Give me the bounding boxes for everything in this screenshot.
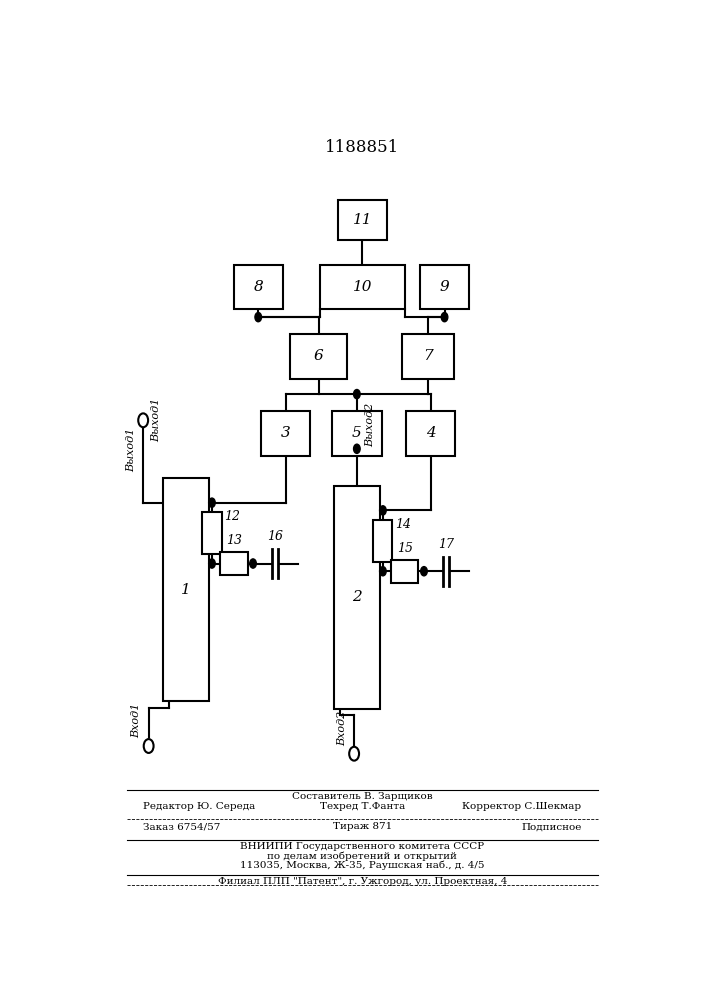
Circle shape (354, 389, 360, 399)
Text: 2: 2 (352, 590, 362, 604)
Bar (407, 411, 455, 456)
Circle shape (380, 506, 386, 515)
Bar (391, 560, 419, 583)
Bar (261, 411, 310, 456)
Circle shape (441, 312, 448, 322)
Text: 113035, Москва, Ж-35, Раушская наб., д. 4/5: 113035, Москва, Ж-35, Раушская наб., д. … (240, 861, 484, 870)
Text: ВНИИПИ Государственного комитета СССР: ВНИИПИ Государственного комитета СССР (240, 842, 484, 851)
Bar (332, 411, 382, 456)
Circle shape (250, 559, 257, 568)
Text: Корректор С.Шекмар: Корректор С.Шекмар (462, 802, 582, 811)
Circle shape (144, 739, 153, 753)
Bar (163, 478, 209, 701)
Bar (233, 265, 283, 309)
Text: 11: 11 (353, 213, 372, 227)
Text: по делам изобретений и открытий: по делам изобретений и открытий (267, 852, 457, 861)
Text: Подписное: Подписное (521, 822, 582, 831)
Bar (290, 334, 347, 379)
Text: 16: 16 (267, 530, 283, 544)
Text: Техред Т.Фанта: Техред Т.Фанта (320, 802, 405, 811)
Text: 14: 14 (395, 518, 411, 531)
Bar (338, 200, 387, 240)
Circle shape (209, 559, 215, 568)
Text: Редактор Ю. Середа: Редактор Ю. Середа (144, 802, 255, 811)
Circle shape (421, 567, 427, 576)
Text: 1: 1 (181, 583, 191, 597)
Text: Вход2: Вход2 (337, 711, 347, 746)
Text: Вход1: Вход1 (132, 703, 141, 738)
Text: Составитель В. Зарщиков: Составитель В. Зарщиков (292, 792, 433, 801)
Text: 5: 5 (352, 426, 362, 440)
Text: Выход1: Выход1 (126, 428, 136, 472)
Text: 4: 4 (426, 426, 436, 440)
Text: 9: 9 (440, 280, 450, 294)
Circle shape (380, 567, 386, 576)
Text: Тираж 871: Тираж 871 (333, 822, 392, 831)
Circle shape (349, 747, 359, 761)
Text: 3: 3 (281, 426, 291, 440)
Circle shape (209, 498, 215, 507)
Bar (320, 265, 405, 309)
Text: 13: 13 (226, 534, 242, 547)
Text: 12: 12 (223, 510, 240, 523)
Bar (334, 486, 380, 709)
Circle shape (255, 312, 262, 322)
Text: 17: 17 (438, 538, 454, 551)
Text: Заказ 6754/57: Заказ 6754/57 (144, 822, 221, 831)
Text: 6: 6 (314, 349, 323, 363)
Circle shape (139, 413, 148, 427)
Bar (202, 512, 221, 554)
Text: 7: 7 (423, 349, 433, 363)
Bar (373, 520, 392, 562)
Text: 10: 10 (353, 280, 372, 294)
Bar (220, 552, 247, 575)
Text: Выход1: Выход1 (151, 398, 160, 442)
Text: 15: 15 (397, 542, 413, 555)
Circle shape (354, 444, 360, 453)
Text: 1188851: 1188851 (325, 139, 399, 156)
Text: Выход2: Выход2 (366, 403, 375, 447)
Text: 8: 8 (253, 280, 263, 294)
Text: Филиал ПЛП "Патент", г. Ужгород, ул. Проектная, 4: Филиал ПЛП "Патент", г. Ужгород, ул. Про… (218, 877, 507, 886)
Bar (420, 265, 469, 309)
Bar (402, 334, 454, 379)
